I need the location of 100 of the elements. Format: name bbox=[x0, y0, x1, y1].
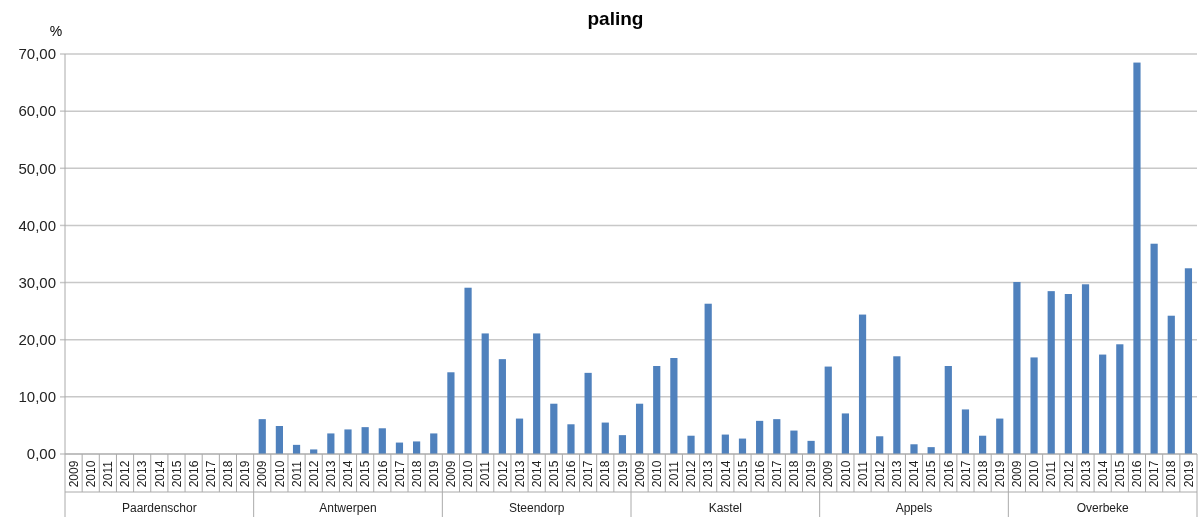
bar bbox=[584, 372, 592, 454]
bar bbox=[1081, 284, 1090, 454]
bar bbox=[1116, 344, 1124, 454]
bar bbox=[704, 303, 712, 454]
x-tick-label: 2010 bbox=[649, 460, 664, 488]
x-tick-label: 2010 bbox=[1027, 460, 1042, 488]
bar bbox=[601, 422, 609, 454]
x-tick-label: 2019 bbox=[992, 460, 1007, 488]
bar bbox=[687, 435, 695, 454]
x-tick-label: 2017 bbox=[958, 460, 973, 488]
bar bbox=[807, 440, 815, 454]
bar bbox=[344, 429, 352, 454]
x-tick-label: 2019 bbox=[615, 460, 630, 488]
bar bbox=[413, 441, 421, 454]
bar bbox=[858, 314, 867, 454]
y-tick-label: 10,00 bbox=[18, 388, 56, 406]
x-tick-label: 2011 bbox=[478, 460, 493, 487]
text: Overbeke bbox=[1076, 501, 1129, 515]
bar bbox=[327, 433, 335, 454]
bar bbox=[824, 366, 832, 454]
bar bbox=[910, 444, 918, 454]
bar bbox=[258, 419, 266, 454]
text: Steendorp bbox=[508, 501, 565, 515]
x-tick-label: 2014 bbox=[1095, 460, 1110, 488]
bar bbox=[721, 434, 729, 454]
x-tick-label: 2019 bbox=[804, 460, 819, 488]
x-tick-label: 2019 bbox=[1181, 460, 1196, 488]
x-tick-label: 2017 bbox=[392, 460, 407, 488]
bar bbox=[533, 333, 541, 454]
bar bbox=[447, 372, 455, 454]
y-tick-label: 30,00 bbox=[18, 273, 56, 291]
x-tick-label: 2018 bbox=[1164, 460, 1179, 488]
y-tick-label: 40,00 bbox=[18, 216, 56, 234]
x-tick-label: 2015 bbox=[924, 460, 939, 488]
x-tick-label: 2016 bbox=[564, 460, 579, 488]
bar bbox=[653, 366, 661, 454]
x-tick-label: 2014 bbox=[718, 460, 733, 488]
x-tick-label: 2013 bbox=[135, 460, 150, 488]
x-tick-label: 2016 bbox=[375, 460, 390, 488]
bar bbox=[481, 333, 489, 454]
bar bbox=[1167, 315, 1175, 454]
x-tick-label: 2009 bbox=[1010, 460, 1025, 488]
x-tick-label: 2010 bbox=[83, 460, 98, 488]
x-tick-label: 2011 bbox=[289, 460, 304, 487]
y-axis-title: % bbox=[49, 23, 63, 39]
x-tick-label: 2013 bbox=[701, 460, 716, 488]
bar bbox=[944, 366, 952, 454]
x-tick-label: 2012 bbox=[872, 460, 887, 488]
bar bbox=[550, 403, 558, 454]
bar bbox=[773, 419, 781, 454]
bar bbox=[670, 358, 678, 454]
bar bbox=[876, 436, 884, 454]
bar bbox=[378, 428, 386, 454]
x-tick-label: 2009 bbox=[821, 460, 836, 488]
x-tick-label: 2012 bbox=[1061, 460, 1076, 488]
x-tick-label: 2017 bbox=[203, 460, 218, 488]
x-tick-label: 2018 bbox=[598, 460, 613, 488]
y-tick-label: 60,00 bbox=[18, 102, 56, 120]
x-tick-label: 2018 bbox=[409, 460, 424, 488]
x-tick-label: 2018 bbox=[221, 460, 236, 488]
y-tick-label: 0,00 bbox=[26, 445, 56, 463]
bar bbox=[961, 409, 970, 454]
bar bbox=[515, 418, 524, 454]
x-tick-label: 2014 bbox=[152, 460, 167, 488]
bar bbox=[979, 435, 987, 454]
bar bbox=[1030, 357, 1038, 454]
bar bbox=[1047, 291, 1055, 454]
text: Kastel bbox=[708, 501, 743, 515]
bar bbox=[893, 356, 901, 454]
x-tick-label: 2016 bbox=[1130, 460, 1145, 488]
x-tick-label: 2012 bbox=[684, 460, 699, 488]
x-tick-label: 2017 bbox=[581, 460, 596, 488]
bar bbox=[1064, 294, 1072, 454]
bar bbox=[1184, 268, 1193, 454]
x-tick-label: 2017 bbox=[1147, 460, 1162, 488]
x-tick-label: 2011 bbox=[1044, 460, 1059, 487]
bar bbox=[464, 287, 472, 454]
x-tick-label: 2015 bbox=[1113, 460, 1128, 488]
x-tick-label: 2009 bbox=[444, 460, 459, 488]
x-tick-label: 2013 bbox=[512, 460, 527, 488]
x-tick-label: 2019 bbox=[238, 460, 253, 488]
bar bbox=[635, 403, 644, 454]
x-tick-label: 2015 bbox=[735, 460, 750, 488]
x-tick-label: 2014 bbox=[341, 460, 356, 488]
x-tick-label: 2016 bbox=[186, 460, 201, 488]
bar bbox=[1099, 354, 1107, 454]
x-tick-label: 2018 bbox=[787, 460, 802, 488]
x-tick-label: 2013 bbox=[890, 460, 905, 488]
x-tick-label: 2019 bbox=[426, 460, 441, 488]
x-tick-label: 2010 bbox=[838, 460, 853, 488]
bar bbox=[275, 426, 283, 454]
x-tick-label: 2013 bbox=[1078, 460, 1093, 488]
bar bbox=[1013, 282, 1021, 454]
x-tick-label: 2018 bbox=[975, 460, 990, 488]
x-tick-label: 2015 bbox=[547, 460, 562, 488]
x-tick-label: 2011 bbox=[855, 460, 870, 487]
bar bbox=[430, 433, 438, 454]
x-tick-label: 2014 bbox=[529, 460, 544, 488]
bar bbox=[841, 413, 849, 454]
bar bbox=[567, 424, 575, 454]
